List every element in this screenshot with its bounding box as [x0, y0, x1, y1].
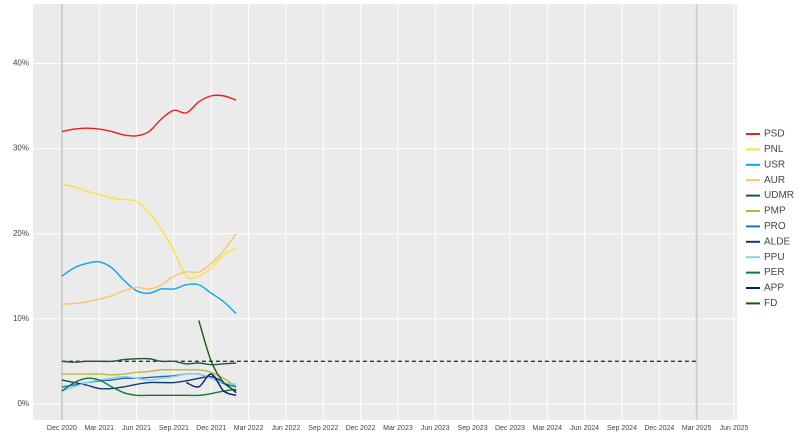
x-tick-label: Sep 2023: [458, 425, 488, 432]
x-tick-label: Jun 2022: [272, 425, 301, 432]
legend-label: PSD: [764, 129, 785, 140]
x-tick-label: Sep 2021: [159, 425, 189, 432]
x-tick-label: Dec 2021: [196, 425, 226, 432]
series-line: [61, 233, 237, 306]
series-line: [61, 183, 237, 280]
x-tick-label: Dec 2022: [346, 425, 376, 432]
x-tick-label: Mar 2024: [533, 425, 563, 432]
x-tick-label: Mar 2025: [682, 425, 712, 432]
legend-label: PNL: [764, 144, 784, 155]
series-line: [61, 357, 237, 366]
x-tick-label: Jun 2023: [421, 425, 450, 432]
series-line: [61, 260, 237, 315]
x-tick-label: Sep 2024: [607, 425, 637, 432]
x-tick-label: Jun 2025: [720, 425, 749, 432]
x-tick-label: Jun 2021: [122, 425, 151, 432]
series-line: [186, 373, 237, 397]
legend-label: PPU: [764, 252, 785, 263]
legend-label: ALDE: [764, 236, 790, 247]
y-tick-label: 10%: [13, 314, 29, 323]
x-tick-label: Dec 2024: [644, 425, 674, 432]
legend-label: PMP: [764, 206, 786, 217]
series-line: [61, 368, 237, 388]
y-tick-label: 40%: [13, 59, 29, 68]
legend-label: PER: [764, 267, 785, 278]
legend-label: USR: [764, 159, 785, 170]
legend-label: PRO: [764, 221, 786, 232]
legend-label: UDMR: [764, 190, 794, 201]
legend-label: AUR: [764, 175, 785, 186]
x-tick-label: Mar 2022: [234, 425, 264, 432]
x-tick-label: Sep 2022: [308, 425, 338, 432]
x-tick-label: Mar 2021: [84, 425, 114, 432]
y-tick-label: 20%: [13, 229, 29, 238]
series-line: [61, 377, 237, 397]
x-tick-label: Jun 2024: [570, 425, 599, 432]
y-tick-label: 0%: [17, 399, 29, 408]
legend-label: FD: [764, 298, 777, 309]
x-tick-label: Mar 2023: [383, 425, 413, 432]
series-line: [61, 94, 237, 137]
x-tick-label: Dec 2020: [47, 425, 77, 432]
series-line: [198, 320, 237, 392]
x-tick-label: Dec 2023: [495, 425, 525, 432]
y-tick-label: 30%: [13, 144, 29, 153]
plot-panel: [33, 4, 737, 420]
legend-label: APP: [764, 283, 784, 294]
